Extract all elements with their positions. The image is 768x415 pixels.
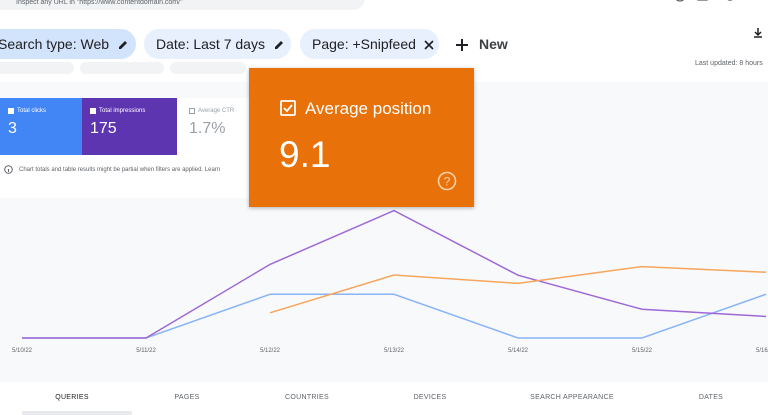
checkbox[interactable] — [280, 100, 296, 116]
metric-label: Average position — [305, 99, 432, 118]
x-tick-label: 5/12/22 — [260, 348, 281, 354]
metric-label: Average CTR — [198, 108, 235, 114]
metric-card[interactable]: Total impressions 175 — [82, 98, 177, 155]
tab-indicator — [22, 411, 132, 415]
metric-card[interactable]: Average CTR 1.7% — [181, 98, 251, 155]
ghost-chip — [0, 62, 74, 74]
tab[interactable]: DEVICES — [413, 394, 447, 401]
notice: Chart totals and table results might be … — [4, 165, 220, 174]
plus-icon — [456, 39, 468, 52]
series-line — [22, 209, 767, 339]
help-icon[interactable]: ? — [437, 171, 457, 191]
new-button[interactable]: New — [455, 29, 508, 59]
metric-value: 3 — [8, 120, 17, 137]
chip-label: Page: +Snipfeed — [312, 36, 416, 52]
last-updated: Last updated: 8 hours — [695, 60, 763, 67]
ghost-chip — [170, 62, 246, 74]
edit-icon — [119, 41, 128, 50]
filter-chip[interactable]: Page: +Snipfeed — [300, 29, 439, 59]
tab[interactable]: DATES — [698, 394, 724, 401]
tab[interactable]: COUNTRIES — [285, 394, 329, 401]
metric-value: 1.7% — [189, 120, 226, 137]
metric-card[interactable]: Total clicks 3 — [0, 98, 82, 155]
chip-label: Search type: Web — [0, 36, 110, 52]
x-tick-label: 5/16/22 — [756, 348, 768, 354]
metric-label: Total impressions — [99, 108, 146, 114]
tab[interactable]: QUERIES — [55, 394, 89, 401]
edit-icon — [274, 41, 283, 50]
top-icons — [676, 0, 733, 2]
series-line — [269, 265, 767, 314]
metric-value: 175 — [90, 120, 117, 137]
ghost-chip — [80, 62, 164, 74]
metric-label: Total clicks — [17, 108, 47, 114]
download-icon[interactable] — [752, 27, 764, 39]
metric-value: 9.1 — [279, 134, 331, 175]
info-icon — [4, 165, 13, 174]
x-tick-label: 5/14/22 — [508, 348, 529, 354]
tab[interactable]: PAGES — [174, 394, 200, 401]
notice-text: Chart totals and table results might be … — [19, 166, 221, 173]
new-label: New — [479, 36, 508, 52]
metric-card-zoomed[interactable]: Average position 9.1 ? — [249, 68, 474, 207]
tab[interactable]: SEARCH APPEARANCE — [530, 394, 614, 401]
x-tick-label: 5/13/22 — [384, 348, 405, 354]
chip-label: Date: Last 7 days — [156, 36, 265, 52]
svg-text:?: ? — [444, 175, 451, 189]
x-tick-label: 5/15/22 — [632, 348, 653, 354]
close-icon — [424, 40, 434, 50]
series-line — [22, 293, 767, 339]
filter-chip[interactable]: Search type: Web — [0, 29, 136, 59]
x-tick-label: 5/11/22 — [136, 348, 156, 354]
filter-chip[interactable]: Date: Last 7 days — [144, 29, 291, 59]
search-bar[interactable]: Inspect any URL in "https://www.contentd… — [0, 0, 365, 10]
x-tick-label: 5/10/22 — [12, 348, 33, 354]
